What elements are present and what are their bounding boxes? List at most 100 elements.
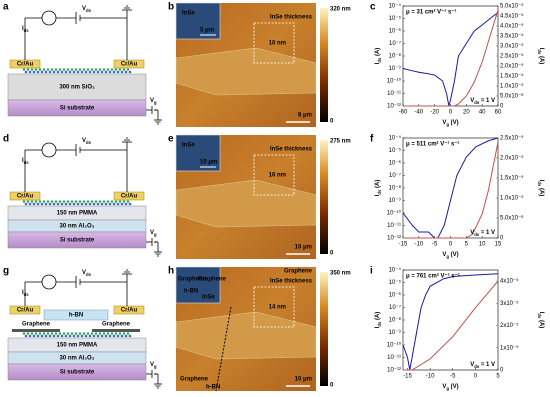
inse-atom	[64, 334, 68, 338]
y-tick-label: 10⁻⁶	[389, 292, 402, 299]
y-tick-label: 10⁻¹⁰	[387, 210, 402, 217]
thickness-box	[253, 154, 295, 196]
series-line	[403, 141, 499, 239]
vg-label: Vg	[150, 230, 157, 237]
inse-atom	[70, 332, 74, 335]
x-axis-label: Vg (V)	[442, 252, 458, 259]
y2-tick-label: 0	[500, 104, 504, 110]
inse-atom	[102, 332, 106, 335]
y-tick-label: 10⁻⁷	[389, 172, 401, 179]
y2-tick-label: 0	[500, 236, 504, 242]
y-tick-label: 10⁻¹¹	[387, 91, 401, 97]
inse-atom	[40, 202, 44, 206]
inse-atom	[102, 200, 106, 203]
layer-label: Si substrate	[60, 106, 95, 112]
inse-atom	[48, 334, 52, 338]
x-tick-label: 0	[474, 374, 478, 380]
inse-atom	[118, 68, 122, 71]
vds-label-part: V	[82, 138, 86, 144]
inse-atom	[26, 200, 30, 203]
inset	[175, 134, 221, 172]
inse-atom	[48, 70, 52, 74]
inse-atom	[52, 334, 56, 338]
y2-tick-label: 2.0x10⁻⁵	[500, 63, 524, 70]
inse-atom	[44, 202, 48, 206]
inse-atom	[46, 200, 50, 203]
layer-label: 150 nm PMMA	[57, 211, 98, 217]
vg-label: Vg	[150, 98, 157, 105]
x-tick-label: -10	[426, 374, 435, 380]
y2-tick-label: 2.5x10⁻⁵	[500, 53, 524, 60]
inse-atom	[34, 332, 38, 335]
y2-tick-label: 1.0x10⁻⁵	[500, 83, 524, 90]
afm-image: InSe 5 μm InSe thickness 10 nm 8 μm 320 nm 0	[175, 2, 351, 127]
inse-atom	[90, 200, 94, 203]
inse-atom	[40, 334, 44, 338]
inse-atom	[24, 202, 28, 206]
vds-annotation-part: = 1 V	[479, 362, 495, 368]
y-tick-label: 10⁻⁹	[389, 329, 402, 336]
panel-label: a	[3, 2, 9, 13]
hbn	[43, 309, 109, 321]
panel-label: g	[3, 266, 9, 277]
y-axis-label: Ids (A)	[375, 180, 382, 197]
y-axis-label: Ids (A)	[375, 312, 382, 329]
image-label: 10 μm	[295, 377, 312, 383]
inse-atom	[46, 68, 50, 71]
vds-annotation-part: V	[470, 230, 474, 236]
vg-label-part: g	[154, 364, 157, 369]
inse-atom	[30, 332, 34, 335]
image-label: InSe thickness	[270, 279, 313, 285]
x-tick-label: -20	[430, 110, 439, 116]
inse-atom	[72, 334, 76, 338]
inse-atom	[74, 68, 78, 71]
inse-atom	[96, 70, 100, 74]
inse-atom	[70, 200, 74, 203]
thickness-box	[253, 22, 295, 64]
image-label: 8 μm	[298, 113, 312, 119]
inse-atom	[50, 68, 54, 71]
series-line	[403, 280, 499, 371]
y-tick-label: 10⁻⁸	[389, 53, 402, 60]
x-tick-label: 5	[496, 374, 500, 380]
inse-atom	[126, 200, 130, 203]
inse-atom	[22, 68, 26, 71]
inse-atom	[24, 70, 28, 74]
y2-tick-label: 1.5x10⁻⁵	[500, 175, 524, 182]
y-tick-label: 10⁻⁸	[389, 185, 402, 192]
x-axis-label: Vg (V)	[442, 120, 458, 127]
annotation: μ = 761 cm² V⁻¹ s⁻¹	[406, 273, 460, 280]
x-axis-label-part: (V)	[449, 252, 459, 258]
x-tick-label: -5	[432, 242, 438, 248]
ids-label: Ids	[22, 290, 29, 297]
series-line	[403, 9, 499, 107]
inse-atom	[50, 200, 54, 203]
vds-annotation-part: ds	[474, 100, 480, 105]
inse-atom	[48, 202, 52, 206]
inse-atom	[104, 334, 108, 338]
inse-atom	[88, 70, 92, 74]
x-axis-label-part: V	[442, 252, 446, 258]
y-tick-label: 10⁻⁵	[389, 15, 402, 22]
inse-atom	[64, 70, 68, 74]
ids-label: Ids	[22, 26, 29, 33]
x-tick-label: 5	[465, 242, 469, 248]
x-axis-label-part: g	[446, 386, 449, 391]
image-label: 16 nm	[269, 173, 286, 179]
ids-label-part: I	[22, 158, 24, 164]
y2-tick-label: 1x10⁻⁵	[500, 344, 519, 351]
x-tick-label: 40	[479, 110, 486, 116]
inse-atom	[66, 68, 70, 71]
y-axis-label: Ids (A)	[375, 48, 382, 65]
inse-atom	[68, 334, 72, 338]
x-tick-label: 20	[463, 110, 470, 116]
ammeter	[41, 10, 57, 26]
inse-atom	[122, 332, 126, 335]
inse-atom	[24, 334, 28, 338]
x-axis-label: Vg (V)	[442, 384, 458, 391]
image-label: Graphene	[178, 277, 207, 283]
inse-atom	[114, 200, 118, 203]
inse-atom	[52, 70, 56, 74]
inse-atom	[56, 202, 60, 206]
